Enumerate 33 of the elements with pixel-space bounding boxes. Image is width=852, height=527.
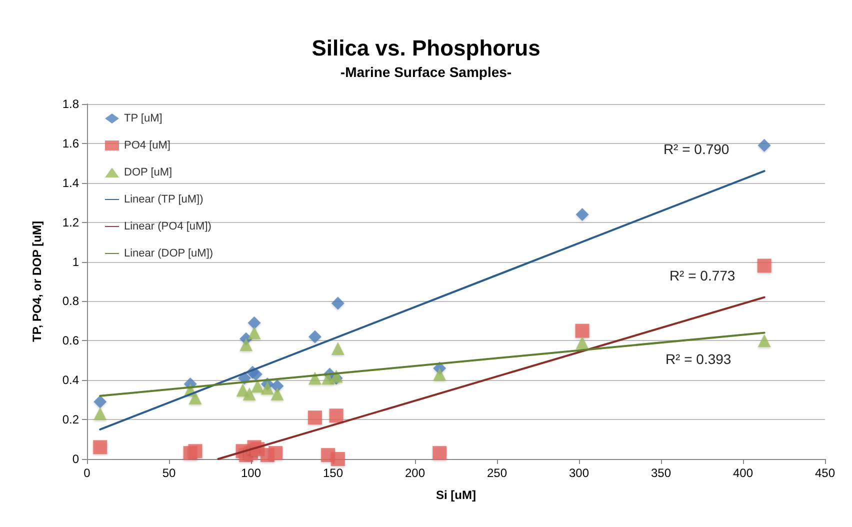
- y-tick-label: 0.2: [62, 412, 80, 427]
- y-tick-label: 0.4: [62, 373, 80, 388]
- legend-label: DOP [uM]: [124, 166, 172, 178]
- legend-label: Linear (DOP [uM]): [124, 248, 214, 260]
- x-tick-label: 450: [814, 466, 836, 480]
- legend-label: Linear (PO4 [uM]): [124, 220, 212, 232]
- legend-label: PO4 [uM]: [124, 140, 170, 152]
- legend-label: TP [uM]: [124, 112, 162, 124]
- x-tick-label: 250: [486, 466, 508, 480]
- y-tick-label: 1.2: [62, 215, 80, 230]
- x-axis-title: Si [uM]: [436, 488, 476, 502]
- y-tick-label: 0: [72, 452, 80, 466]
- x-tick-label: 50: [162, 466, 176, 480]
- annotation: R² = 0.393: [665, 350, 732, 367]
- y-tick-label: 0.8: [62, 294, 80, 308]
- y-tick-label: 1.4: [62, 176, 80, 190]
- x-tick-label: 200: [404, 466, 426, 480]
- annotation: R² = 0.773: [669, 267, 736, 284]
- x-tick-label: 150: [322, 466, 344, 480]
- y-tick-label: 1.8: [62, 97, 80, 111]
- annotation: R² = 0.790: [663, 141, 730, 158]
- y-tick-label: 1.6: [62, 136, 80, 150]
- y-tick-label: 0.6: [62, 334, 80, 348]
- x-tick-label: 350: [650, 466, 672, 480]
- chart-title: Silica vs. Phosphorus: [312, 36, 540, 60]
- x-tick-label: 400: [732, 466, 754, 480]
- x-tick-label: 300: [568, 466, 590, 480]
- y-tick-label: 1: [72, 254, 80, 269]
- x-tick-label: 0: [84, 466, 91, 480]
- chart-subtitle: -Marine Surface Samples-: [340, 64, 512, 80]
- y-axis-title: TP, PO4, or DOP [uM]: [30, 221, 44, 342]
- x-tick-label: 100: [240, 466, 262, 480]
- legend-label: Linear (TP [uM]): [124, 194, 204, 206]
